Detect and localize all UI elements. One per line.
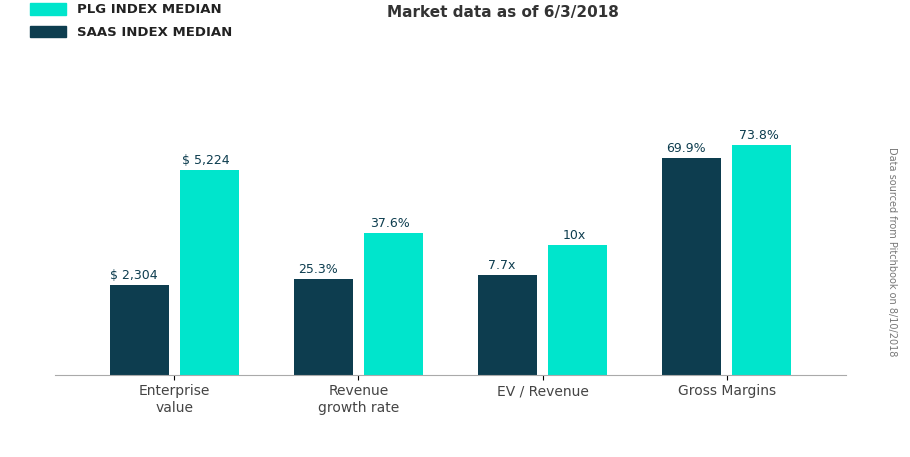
- Text: 37.6%: 37.6%: [370, 217, 410, 230]
- Bar: [180, 170, 238, 375]
- Bar: [364, 233, 423, 375]
- Text: 73.8%: 73.8%: [739, 129, 779, 143]
- Text: $ 2,304: $ 2,304: [109, 269, 157, 282]
- Bar: [294, 279, 353, 375]
- Text: 25.3%: 25.3%: [298, 263, 338, 276]
- Bar: [662, 158, 721, 375]
- Text: $ 5,224: $ 5,224: [183, 154, 230, 167]
- Text: 7.7x: 7.7x: [488, 259, 515, 272]
- Bar: [548, 245, 607, 375]
- Text: 69.9%: 69.9%: [666, 142, 705, 154]
- Bar: [478, 275, 537, 375]
- Text: 10x: 10x: [563, 229, 586, 242]
- Text: Market data as of 6/3/2018: Market data as of 6/3/2018: [387, 5, 619, 20]
- Legend: PLG INDEX MEDIAN, SAAS INDEX MEDIAN: PLG INDEX MEDIAN, SAAS INDEX MEDIAN: [29, 3, 232, 39]
- Text: Data sourced from Pitchbook on 8/10/2018: Data sourced from Pitchbook on 8/10/2018: [887, 147, 897, 356]
- Bar: [110, 285, 168, 375]
- Bar: [733, 145, 791, 375]
